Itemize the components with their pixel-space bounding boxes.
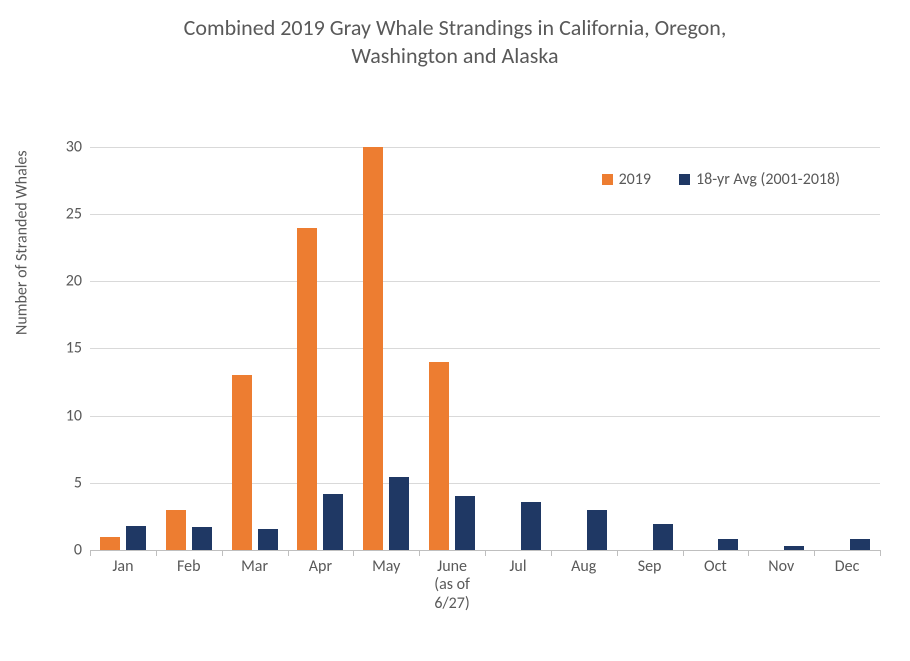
bar-avg	[455, 496, 475, 550]
x-tick-label: Dec	[812, 558, 882, 576]
bar-avg	[258, 529, 278, 551]
x-tick-mark	[90, 550, 91, 556]
y-tick-label: 25	[66, 205, 82, 224]
y-tick-label: 5	[74, 473, 82, 492]
gridline	[90, 214, 880, 215]
x-tick-label: Jul	[483, 558, 553, 576]
bar-avg	[389, 477, 409, 550]
bar-avg	[126, 526, 146, 550]
bar-avg	[850, 539, 870, 550]
x-tick-label: May	[351, 558, 421, 576]
gridline	[90, 147, 880, 148]
x-tick-mark	[419, 550, 420, 556]
x-tick-mark	[814, 550, 815, 556]
gridline	[90, 281, 880, 282]
x-tick-mark	[222, 550, 223, 556]
title-line-2: Washington and Alaska	[351, 42, 558, 69]
bar-avg	[323, 494, 343, 550]
bar-2019	[297, 228, 317, 551]
y-tick-label: 10	[66, 406, 82, 425]
bar-avg	[587, 510, 607, 550]
legend-swatch-2019	[602, 174, 613, 185]
bar-avg	[653, 524, 673, 550]
x-tick-label: June (as of 6/27)	[417, 558, 487, 613]
x-tick-mark	[156, 550, 157, 556]
y-tick-label: 0	[74, 541, 82, 560]
plot-area: 2019 18-yr Avg (2001-2018) 051015202530J…	[90, 120, 880, 550]
x-tick-label: Aug	[549, 558, 619, 576]
bar-2019	[166, 510, 186, 550]
x-tick-label: Mar	[220, 558, 290, 576]
chart-title: Combined 2019 Gray Whale Strandings in C…	[0, 14, 910, 69]
x-tick-mark	[551, 550, 552, 556]
gridline	[90, 416, 880, 417]
x-tick-label: Apr	[285, 558, 355, 576]
x-tick-label: Feb	[154, 558, 224, 576]
bar-avg	[784, 546, 804, 550]
y-tick-label: 20	[66, 272, 82, 291]
chart-container: Combined 2019 Gray Whale Strandings in C…	[0, 0, 910, 661]
x-tick-mark	[288, 550, 289, 556]
legend-label-2019: 2019	[619, 170, 651, 189]
x-tick-mark	[683, 550, 684, 556]
x-tick-mark	[748, 550, 749, 556]
x-tick-label: Nov	[746, 558, 816, 576]
legend: 2019 18-yr Avg (2001-2018)	[602, 170, 840, 189]
bar-avg	[521, 502, 541, 550]
y-tick-label: 15	[66, 339, 82, 358]
y-axis-title: Number of Stranded Whales	[13, 150, 32, 335]
bar-avg	[718, 539, 738, 550]
gridline	[90, 348, 880, 349]
bar-2019	[429, 362, 449, 550]
x-tick-mark	[617, 550, 618, 556]
legend-item-2019: 2019	[602, 170, 651, 189]
x-tick-mark	[353, 550, 354, 556]
x-tick-label: Oct	[680, 558, 750, 576]
bar-2019	[363, 147, 383, 550]
x-tick-label: Sep	[615, 558, 685, 576]
x-tick-mark	[880, 550, 881, 556]
gridline	[90, 483, 880, 484]
y-tick-label: 30	[66, 137, 82, 156]
bar-avg	[192, 527, 212, 550]
x-tick-mark	[485, 550, 486, 556]
legend-label-avg: 18-yr Avg (2001-2018)	[696, 170, 840, 189]
title-line-1: Combined 2019 Gray Whale Strandings in C…	[184, 14, 727, 41]
bar-2019	[100, 537, 120, 550]
legend-item-avg: 18-yr Avg (2001-2018)	[679, 170, 840, 189]
x-tick-label: Jan	[88, 558, 158, 576]
bar-2019	[232, 375, 252, 550]
legend-swatch-avg	[679, 174, 690, 185]
